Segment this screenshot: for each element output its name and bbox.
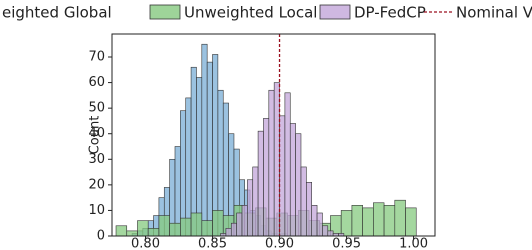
y-tick-label: 0: [97, 229, 105, 244]
histogram-bar: [311, 205, 318, 237]
histogram-bar: [327, 230, 334, 237]
histogram-bar: [169, 222, 181, 237]
legend-swatch: [319, 4, 351, 20]
x-tick-label: 0.80: [131, 237, 160, 250]
legend-label: eighted Global: [2, 4, 112, 22]
histogram-bar: [394, 199, 406, 237]
y-tick-label: 50: [88, 101, 105, 116]
histogram-bar: [201, 43, 208, 237]
histogram-bar: [316, 212, 323, 237]
histogram-bar: [383, 205, 396, 237]
y-tick-label: 10: [88, 203, 105, 218]
histogram-bar: [279, 115, 286, 237]
y-tick-label: 20: [88, 177, 105, 192]
plot-frame: [111, 33, 436, 237]
histogram-bar: [180, 110, 187, 237]
histogram-bar: [247, 179, 254, 237]
histogram-bar: [158, 215, 170, 237]
histogram-bar: [174, 146, 181, 237]
x-tick-label: 1.00: [399, 237, 428, 250]
x-tick-label: 0.90: [265, 237, 294, 250]
histogram-bar: [212, 54, 219, 237]
histogram-bar: [405, 207, 417, 237]
y-tick-label: 70: [88, 50, 105, 65]
histogram-bar: [362, 207, 374, 237]
histogram-bar: [190, 212, 203, 237]
y-axis-label: Count: [88, 116, 103, 155]
histogram-bar: [295, 133, 302, 237]
histogram-bar: [263, 118, 270, 237]
histogram-bar: [284, 92, 291, 237]
histogram-bar: [206, 61, 213, 237]
legend-swatch: [149, 4, 181, 20]
histogram-bar: [137, 220, 149, 237]
legend-label: Nominal V: [456, 4, 532, 22]
histogram-bar: [236, 212, 243, 237]
histogram-bar: [185, 97, 192, 237]
legend-label: DP-FedCP: [354, 4, 426, 22]
y-tick-label: 30: [88, 152, 105, 167]
histogram-bar: [268, 89, 275, 237]
histogram-bar: [147, 228, 160, 237]
y-tick-label: 60: [88, 75, 105, 90]
histogram-bar: [190, 66, 197, 237]
histogram-bar: [340, 210, 353, 237]
histogram-bar: [126, 230, 138, 237]
histogram-bar: [322, 225, 329, 237]
histogram-bar: [115, 225, 128, 237]
histogram-bar: [289, 123, 296, 237]
y-tick-label: 40: [88, 126, 105, 141]
histogram-bar: [225, 228, 232, 237]
histogram-bar: [351, 205, 363, 237]
histogram-bar: [201, 220, 213, 237]
histogram-bar: [196, 77, 203, 237]
histogram-bar: [373, 202, 385, 237]
histogram-bar: [212, 210, 224, 237]
histogram-bar: [241, 205, 248, 237]
histogram-bar: [273, 82, 280, 237]
legend-label: Unweighted Local: [184, 4, 317, 22]
histogram-bar: [300, 166, 307, 237]
histogram-bar: [257, 130, 264, 237]
histogram-bar: [230, 222, 237, 237]
x-tick-label: 0.85: [198, 237, 227, 250]
histogram-bar: [180, 217, 192, 237]
histogram-bar: [306, 182, 312, 237]
x-tick-label: 0.95: [332, 237, 361, 250]
histogram-bar: [252, 166, 259, 237]
